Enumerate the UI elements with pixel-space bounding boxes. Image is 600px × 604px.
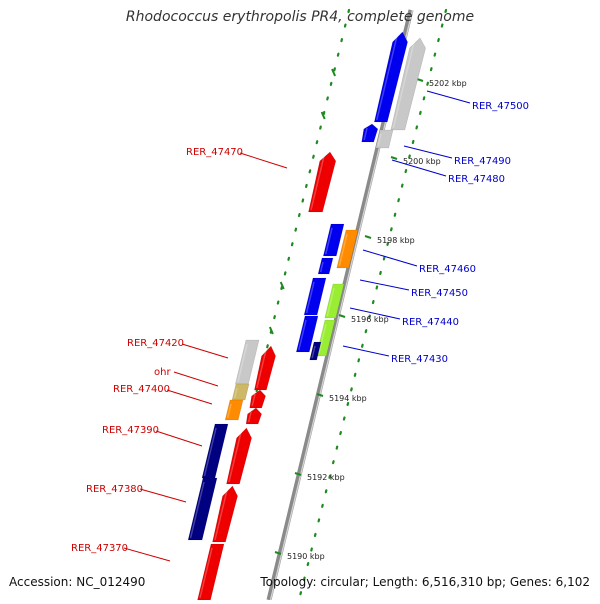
scale-tick-label: 5196 kbp (351, 315, 389, 324)
gene-arrow-shine (228, 431, 242, 483)
gene-arrow-shine (256, 349, 267, 389)
gene-leader-line (181, 343, 229, 359)
gene-leader-line (239, 152, 288, 169)
scale-tick-mark (416, 78, 424, 82)
gene-arrow (322, 223, 345, 257)
major-tick-1 (320, 111, 326, 120)
gene-arrow-shine (237, 343, 248, 383)
gene-arrow (324, 283, 345, 319)
gene-arrow (231, 383, 250, 401)
gene-arrow (375, 129, 394, 149)
gene-label: RER_47440 (402, 317, 459, 328)
scale-tick-label: 5192 kbp (307, 473, 345, 482)
gene-label: RER_47460 (419, 264, 476, 275)
topology-text: Topology: circular; Length: 6,516,310 bp… (260, 575, 590, 589)
gene-arrow-shine (251, 393, 256, 407)
gene-arrow (187, 477, 218, 541)
gene-arrow (308, 151, 337, 213)
gene-leader-line (173, 371, 219, 387)
gene-arrow-shine (226, 403, 232, 419)
gene-arrow-shine (326, 287, 335, 317)
accession-text: Accession: NC_012490 (9, 575, 146, 589)
gene-arrow-shine (319, 261, 324, 273)
gene-arrow-shine (189, 481, 205, 539)
scale-tick-mark (364, 235, 372, 239)
scale-tick-mark (294, 472, 302, 476)
gene-leader-line (342, 345, 390, 357)
gene-leader-line (362, 249, 418, 267)
gene-arrow-shine (363, 127, 368, 141)
gene-arrow (361, 123, 379, 143)
major-tick-0 (331, 68, 336, 77)
scale-tick-label: 5194 kbp (329, 394, 367, 403)
gene-arrow (309, 341, 322, 361)
gene-label: RER_47470 (186, 147, 243, 158)
gene-label: RER_47400 (113, 384, 170, 395)
gene-label: RER_47420 (127, 338, 184, 349)
gene-leader-line (426, 90, 471, 104)
gene-arrow (336, 229, 359, 269)
gene-arrow-shine (311, 345, 316, 359)
gene-label: RER_47380 (86, 484, 143, 495)
gene-label: RER_47480 (448, 174, 505, 185)
gene-arrow-shine (325, 227, 333, 255)
gene-arrow-shine (199, 547, 213, 599)
gene-arrow (224, 399, 244, 421)
gene-arrow-shine (214, 489, 228, 541)
gene-arrow (226, 427, 252, 485)
scale-tick-mark (274, 551, 282, 555)
scale-tick-label: 5202 kbp (429, 79, 467, 88)
gene-label: RER_47390 (102, 425, 159, 436)
gene-arrow-shine (376, 35, 398, 121)
gene-arrow (317, 257, 334, 275)
gene-arrow-shine (203, 427, 217, 477)
gene-leader-line (155, 430, 203, 447)
gene-arrow-shine (318, 323, 327, 355)
gene-leader-line (123, 547, 171, 562)
scale-tick-mark (316, 393, 324, 397)
gene-arrow (212, 485, 238, 543)
scale-tick-label: 5200 kbp (403, 157, 441, 166)
major-tick-3 (268, 326, 274, 335)
gene-arrow (303, 277, 327, 316)
gene-arrow-shine (298, 319, 307, 351)
gene-arrow-shine (377, 133, 382, 147)
gene-label: RER_47490 (454, 156, 511, 167)
gene-arrow (249, 389, 266, 409)
scale-tick-label: 5198 kbp (377, 236, 415, 245)
scale-dots-right (297, 8, 448, 602)
gene-label: RER_47370 (71, 543, 128, 554)
gene-arrow-shine (392, 41, 415, 129)
scale-tick-label: 5190 kbp (287, 552, 325, 561)
gene-leader-line (391, 159, 447, 177)
gene-leader-line (359, 279, 410, 291)
gene-arrow (245, 407, 262, 425)
gene-arrow (373, 31, 408, 123)
map-title: Rhodococcus erythropolis PR4, complete g… (125, 9, 475, 25)
major-tick-2 (279, 281, 285, 290)
gene-label: ohr (154, 367, 171, 378)
gene-arrow (254, 345, 276, 391)
gene-arrow-shine (233, 387, 238, 399)
gene-arrow-shine (247, 411, 252, 423)
gene-leader-line (349, 307, 401, 320)
scale-tick-mark (338, 314, 346, 318)
gene-label: RER_47450 (411, 288, 468, 299)
gene-arrow-shine (305, 281, 315, 314)
scale-tick-mark (390, 156, 398, 160)
gene-label: RER_47500 (472, 101, 529, 112)
gene-arrow (295, 315, 319, 353)
gene-arrow-shine (338, 233, 348, 267)
gene-label: RER_47430 (391, 354, 448, 365)
gene-leader-line (166, 389, 213, 405)
gene-leader-line (403, 145, 453, 159)
gene-arrow-shine (310, 155, 325, 211)
gene-arrow (390, 37, 426, 131)
gene-leader-line (139, 488, 187, 503)
